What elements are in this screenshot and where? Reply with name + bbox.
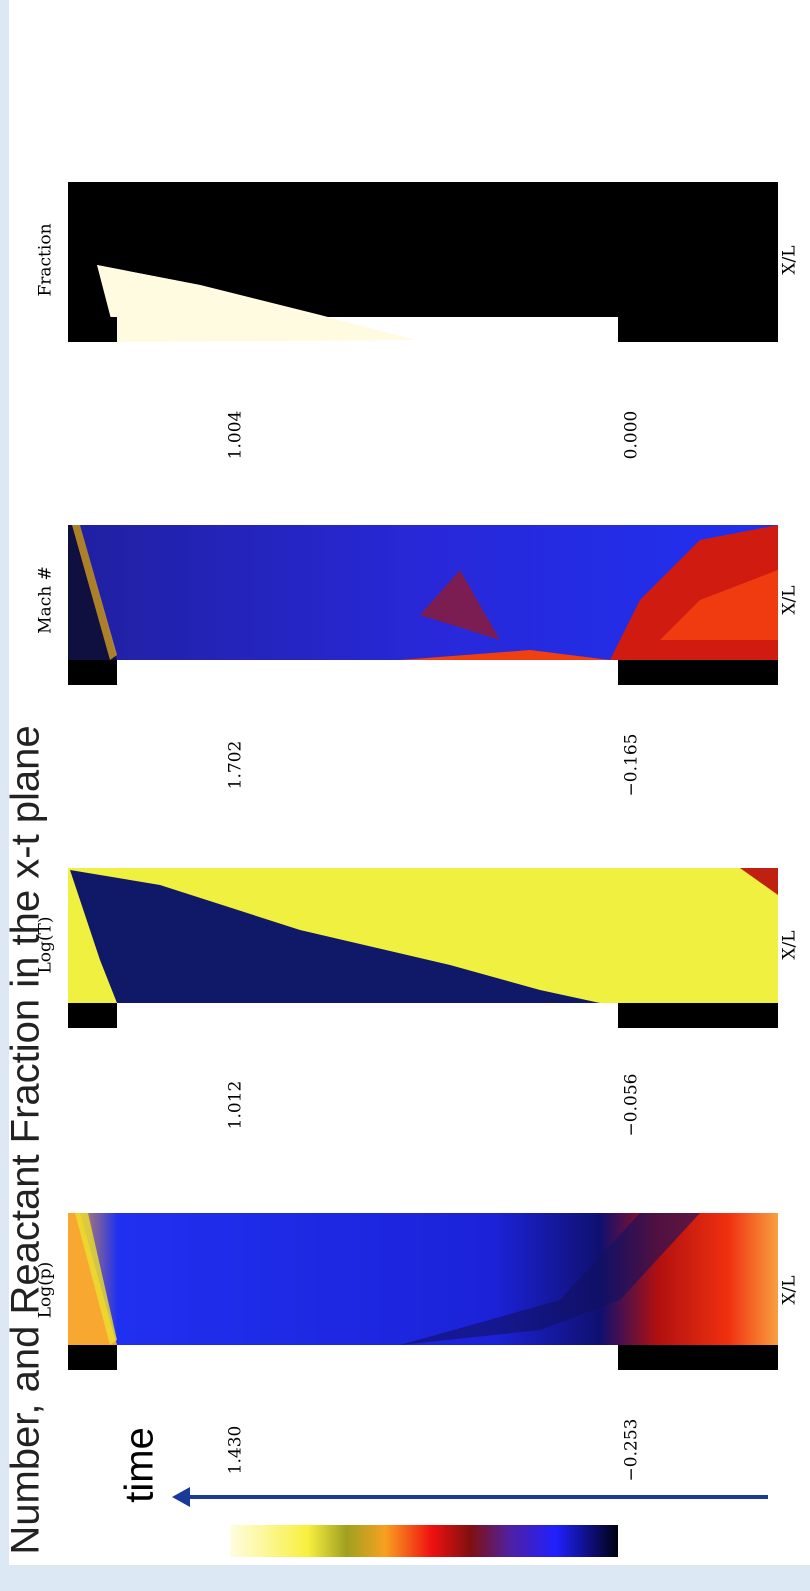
frame-strip [0, 1565, 810, 1591]
max-value: 1.702 [226, 741, 246, 790]
axis-label: X/L [780, 245, 800, 274]
axis-label: X/L [780, 930, 800, 959]
heatmap [68, 182, 778, 342]
time-arrow-head [172, 1487, 190, 1507]
max-value: 1.004 [226, 411, 246, 460]
heatmap [68, 1213, 778, 1370]
max-value: 1.430 [226, 1426, 246, 1475]
panel-label: Fraction [36, 223, 56, 296]
min-value: −0.165 [622, 734, 642, 797]
min-value: −0.056 [622, 1074, 642, 1137]
axis-label: X/L [780, 1275, 800, 1304]
min-value: −0.253 [622, 1419, 642, 1482]
panel-label: Mach # [36, 566, 56, 634]
time-label: time [118, 1427, 162, 1503]
panel-label: Log(p) [36, 1262, 56, 1319]
heatmap [68, 868, 778, 1028]
panel-label: Log(T) [36, 916, 56, 973]
slide-title: Number, and Reactant Fraction in the x-t… [4, 725, 48, 1554]
max-value: 1.012 [226, 1081, 246, 1130]
axis-label: X/L [780, 585, 800, 614]
frame-strip [0, 0, 9, 1591]
colorbar [230, 1525, 618, 1557]
heatmap [68, 525, 778, 685]
min-value: 0.000 [622, 411, 642, 460]
